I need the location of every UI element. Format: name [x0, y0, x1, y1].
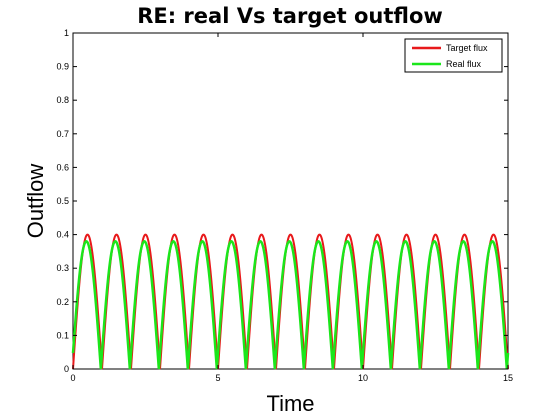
legend-box: [404, 38, 503, 73]
y-tick-label: 0.5: [56, 196, 69, 206]
series-line-real-flux: [71, 240, 510, 370]
y-axis-label: Outflow: [23, 164, 48, 239]
y-tick-label: 0.6: [56, 162, 69, 172]
y-tick-label: 0.1: [56, 330, 69, 340]
legend: Target flux Real flux: [404, 38, 503, 73]
chart-title: RE: real Vs target outflow: [137, 4, 443, 28]
x-tick-label: 10: [358, 373, 368, 383]
y-tick-label: 0.8: [56, 95, 69, 105]
plot-area: [72, 32, 509, 370]
y-tick-label: 0.7: [56, 129, 69, 139]
series-line-target-flux: [72, 233, 509, 370]
y-tick-label: 0.4: [56, 230, 69, 240]
legend-entry-label: Real flux: [446, 59, 482, 69]
y-tick-label: 0.3: [56, 263, 69, 273]
x-tick-label: 0: [70, 373, 75, 383]
x-tick-label: 5: [215, 373, 220, 383]
x-axis-label: Time: [266, 391, 314, 416]
x-tick-label: 15: [503, 373, 513, 383]
legend-entry-label: Target flux: [446, 43, 488, 53]
series-layer: [71, 233, 510, 370]
y-tick-label: 0.9: [56, 62, 69, 72]
ticks-layer: 0 5 10 15 0 0.1 0.2 0.3 0.4 0.5 0.6 0.7 0.8 0.9 1: [56, 28, 513, 383]
y-tick-label: 1: [64, 28, 69, 38]
y-tick-label: 0.2: [56, 297, 69, 307]
y-tick-label: 0: [64, 364, 69, 374]
